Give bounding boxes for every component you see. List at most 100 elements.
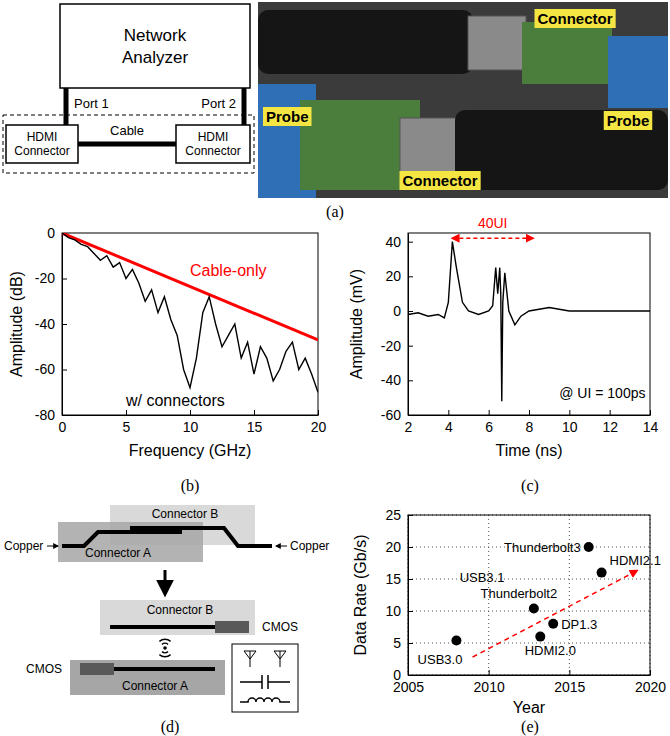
tick: 25 bbox=[385, 507, 413, 523]
inset-box bbox=[232, 644, 298, 712]
tick: 5 bbox=[393, 635, 413, 651]
tick-mark bbox=[408, 547, 413, 548]
tick: -20 bbox=[381, 338, 413, 354]
tick-label: 15 bbox=[385, 571, 401, 587]
tick-mark bbox=[408, 276, 413, 277]
text-line: Network bbox=[124, 26, 187, 45]
cable-label: Cable bbox=[110, 123, 144, 138]
annotation: 40UI bbox=[478, 215, 508, 231]
tick: 15 bbox=[385, 571, 413, 587]
data-point bbox=[535, 632, 545, 642]
tick-mark bbox=[489, 670, 490, 675]
photo-background bbox=[258, 2, 668, 198]
tick-label: 14 bbox=[643, 419, 659, 435]
data-line bbox=[62, 233, 318, 340]
tick: 6 bbox=[485, 410, 493, 435]
tick-label: -40 bbox=[35, 316, 55, 332]
tick-label: 0 bbox=[59, 419, 67, 435]
cmos-chip bbox=[80, 663, 114, 675]
tick-mark bbox=[650, 410, 651, 415]
x-axis: 2468101214 bbox=[405, 410, 659, 435]
tick: 14 bbox=[643, 410, 659, 435]
tick-label: 40 bbox=[385, 234, 401, 250]
tick: 10 bbox=[562, 410, 578, 435]
tick-label: 0 bbox=[393, 667, 401, 683]
tick-mark bbox=[650, 670, 651, 675]
cmos-label: CMOS bbox=[26, 662, 62, 676]
tick-label: -60 bbox=[381, 407, 401, 423]
tick: -80 bbox=[35, 407, 67, 423]
axis-line bbox=[409, 415, 651, 416]
connector-label: HDMIConnector bbox=[185, 130, 240, 158]
tick-label: 5 bbox=[393, 635, 401, 651]
axis-line bbox=[408, 516, 409, 676]
port-label: Port 1 bbox=[74, 96, 109, 111]
tick-mark bbox=[62, 324, 67, 325]
tick-label: 20 bbox=[385, 539, 401, 555]
tick-label: -20 bbox=[35, 270, 55, 286]
axis-line bbox=[409, 675, 651, 676]
wireless-wave bbox=[159, 654, 171, 657]
data-line bbox=[62, 233, 318, 392]
panel-a: NetworkAnalyzerPort 1Port 2HDMIConnector… bbox=[3, 4, 254, 173]
data-line bbox=[408, 242, 650, 401]
cable bbox=[455, 110, 668, 190]
tick: 10 bbox=[183, 410, 199, 435]
connector-label: Connector A bbox=[122, 679, 188, 693]
data-point bbox=[529, 603, 539, 613]
tick-label: 2010 bbox=[474, 679, 505, 695]
wireless-wave bbox=[162, 643, 169, 645]
tick: -40 bbox=[35, 316, 67, 332]
tick-mark bbox=[569, 410, 570, 415]
point-label: HDMI2.1 bbox=[610, 553, 661, 568]
plot-frame bbox=[62, 233, 318, 415]
setup-boundary bbox=[3, 115, 254, 173]
connector-b bbox=[100, 600, 255, 635]
tick: 2010 bbox=[474, 670, 505, 695]
text-line: HDMI bbox=[27, 130, 58, 144]
panel-label: (e) bbox=[521, 718, 539, 736]
probe bbox=[608, 36, 668, 108]
y-axis-title: Data Rate (Gb/s) bbox=[352, 535, 369, 656]
conductor bbox=[110, 625, 215, 629]
point-label: Thunderbolt2 bbox=[481, 586, 558, 601]
tick-label: -80 bbox=[35, 407, 55, 423]
tick-label: -60 bbox=[35, 361, 55, 377]
data-point bbox=[597, 568, 607, 578]
x-axis-title: Frequency (GHz) bbox=[129, 442, 252, 459]
chart-panel: 05101520-80-60-40-200Cable-onlyw/ connec… bbox=[8, 225, 326, 495]
photo-label: Connector bbox=[403, 172, 478, 189]
panel-d: Connector BConnector ACopperCopperConnec… bbox=[4, 505, 329, 736]
pointer bbox=[276, 546, 287, 547]
tick-mark bbox=[318, 410, 319, 415]
plot-frame bbox=[408, 233, 650, 415]
connector-label: Connector B bbox=[147, 603, 214, 617]
tick-mark bbox=[408, 415, 413, 416]
port-line bbox=[64, 88, 69, 125]
tick-mark bbox=[448, 410, 449, 415]
tick-mark bbox=[254, 410, 255, 415]
tick: 2020 bbox=[635, 670, 666, 695]
x-axis-title: Time (ns) bbox=[496, 442, 563, 459]
copper-label: Copper bbox=[290, 539, 329, 553]
tick-label: 8 bbox=[526, 419, 534, 435]
tick-label: -20 bbox=[381, 338, 401, 354]
y-axis-title: Amplitude (dB) bbox=[8, 271, 25, 377]
tick: -20 bbox=[35, 270, 67, 286]
plot-frame bbox=[408, 515, 650, 675]
cmos-label: CMOS bbox=[262, 620, 298, 634]
annotation: @ UI = 100ps bbox=[559, 385, 645, 401]
text-line: Connector bbox=[185, 144, 240, 158]
copper-contact bbox=[130, 528, 272, 546]
capacitor-symbol bbox=[240, 675, 290, 689]
photo-label: Probe bbox=[266, 108, 309, 125]
connector-box bbox=[176, 125, 250, 163]
panel-label: (c) bbox=[521, 477, 539, 495]
copper-contact bbox=[62, 532, 182, 546]
series-label: w/ connectors bbox=[125, 392, 225, 409]
tick: 20 bbox=[385, 539, 413, 555]
chart-panel: 2468101214-60-40-200204040UI@ UI = 100ps… bbox=[348, 215, 658, 495]
tick-mark bbox=[408, 311, 413, 312]
tick-mark bbox=[408, 675, 413, 676]
tick-label: 12 bbox=[602, 419, 618, 435]
